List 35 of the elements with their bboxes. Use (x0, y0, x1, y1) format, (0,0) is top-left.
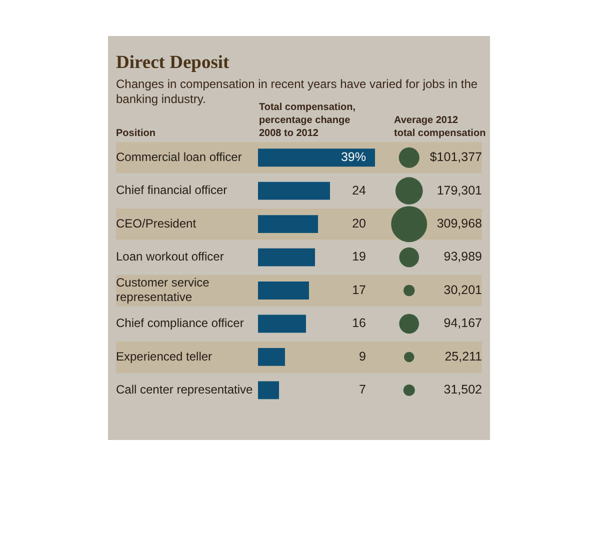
data-label: 309,968 (436, 216, 482, 231)
y-tick-label: Chief compliance officer (116, 316, 244, 330)
y-tick-label: Commercial loan officer (116, 150, 242, 164)
y-tick-label: CEO/President (116, 216, 197, 230)
data-label: 30,201 (444, 282, 482, 297)
data-label: 93,989 (444, 250, 482, 264)
bar (258, 148, 375, 167)
y-tick-label: Chief financial officer (116, 183, 228, 198)
y-tick-label: Call center representative (116, 382, 254, 396)
bar (258, 314, 306, 333)
data-label: 24 (352, 183, 366, 198)
data-label: $101,377 (430, 150, 482, 164)
bar (258, 282, 309, 300)
data-label: 17 (352, 282, 366, 297)
bar (258, 381, 279, 400)
bar (258, 182, 330, 200)
data-label: 179,301 (436, 183, 482, 198)
data-label: 39% (340, 150, 366, 164)
data-label: 20 (352, 216, 366, 231)
data-label: 31,502 (444, 382, 482, 397)
bar (258, 348, 285, 366)
bar (258, 215, 318, 234)
bar (258, 248, 315, 266)
data-label: 19 (352, 250, 366, 264)
text: Average 2012 total compensation (394, 115, 486, 139)
data-label: 25,211 (444, 349, 482, 364)
y-tick-label: Customer service representative (116, 276, 210, 304)
data-label: 7 (359, 382, 366, 397)
chart-title: Direct Deposit (116, 53, 230, 74)
data-label: 16 (352, 316, 366, 330)
y-axis-title: Position (116, 128, 156, 139)
y-tick-label: Experienced teller (116, 349, 212, 364)
y-tick-label: Loan workout officer (116, 250, 224, 264)
data-label: 9 (359, 349, 366, 364)
data-label: 94,167 (444, 316, 482, 330)
